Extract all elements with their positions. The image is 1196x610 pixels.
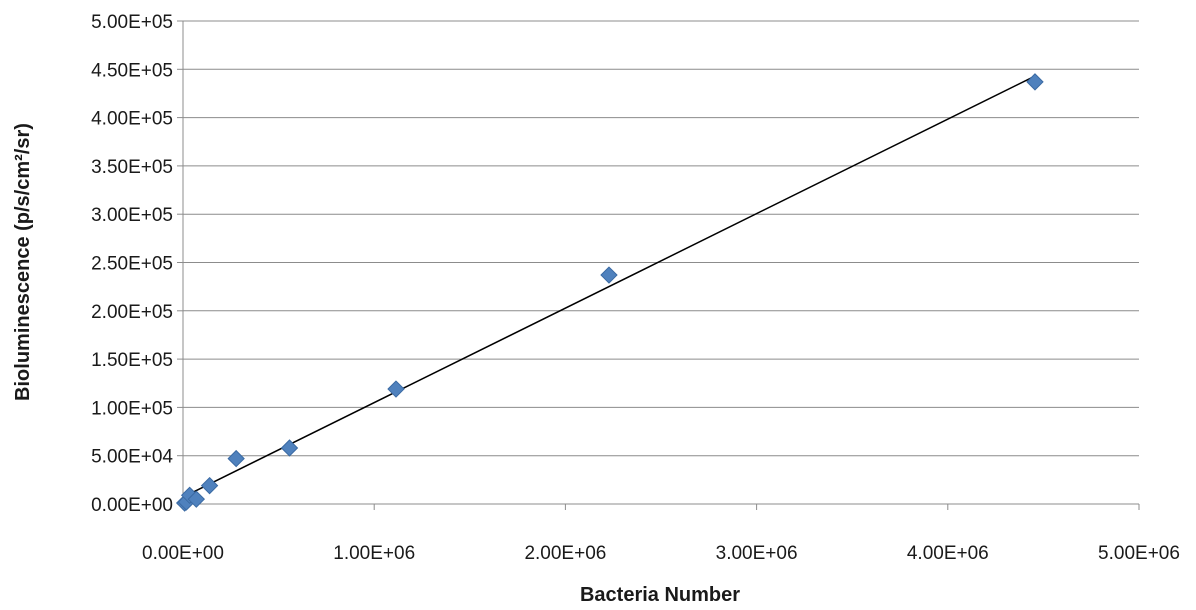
y-tick-label: 3.50E+05 — [91, 157, 173, 178]
y-tick-label: 4.00E+05 — [91, 109, 173, 130]
x-tick-label: 5.00E+06 — [1098, 543, 1180, 564]
x-tick-label: 4.00E+06 — [907, 543, 989, 564]
y-axis-title: Bioluminescence (p/s/cm²/sr) — [12, 123, 34, 401]
data-point-marker — [1026, 73, 1044, 91]
y-tick-label: 4.50E+05 — [91, 60, 173, 81]
y-tick-label: 1.50E+05 — [91, 350, 173, 371]
data-point-marker — [200, 476, 219, 495]
y-tick-label: 1.00E+05 — [91, 398, 173, 419]
gridlines — [183, 20, 1139, 457]
y-tick-label: 0.00E+00 — [91, 495, 173, 516]
data-point-marker — [600, 266, 618, 284]
data-point-marker — [280, 439, 299, 457]
data-points — [175, 73, 1044, 512]
data-point-marker — [227, 449, 245, 468]
x-axis-title: Bacteria Number — [580, 584, 740, 606]
x-tick-label: 3.00E+06 — [716, 543, 798, 564]
y-tick-label: 2.50E+05 — [91, 254, 173, 275]
y-tick-label: 2.00E+05 — [91, 302, 173, 323]
x-tick-label: 0.00E+00 — [142, 543, 224, 564]
y-tick-label: 3.00E+05 — [91, 205, 173, 226]
axes — [177, 20, 1140, 510]
linear-trendline — [184, 75, 1036, 497]
data-point-marker — [187, 490, 206, 508]
trendline-layer — [184, 75, 1036, 497]
x-tick-label: 1.00E+06 — [333, 543, 415, 564]
y-tick-label: 5.00E+04 — [91, 447, 173, 468]
x-tick-label: 2.00E+06 — [524, 543, 606, 564]
y-tick-label: 5.00E+05 — [91, 12, 173, 33]
y-axis-tick-labels: 0.00E+00 5.00E+04 1.00E+05 1.50E+05 2.00E+05… — [91, 12, 173, 516]
x-axis-tick-labels: 0.00E+00 1.00E+06 2.00E+06 3.00E+06 4.00E+06… — [142, 543, 1180, 564]
data-point-marker — [387, 380, 405, 398]
